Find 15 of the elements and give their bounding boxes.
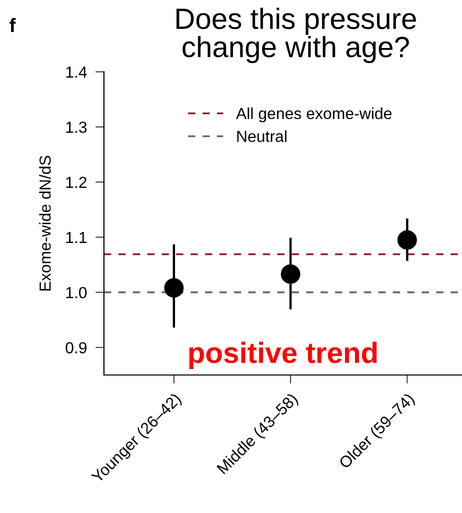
y-tick-label: 1.3 (66, 122, 87, 133)
point (280, 264, 300, 284)
legend-label: Neutral (237, 130, 286, 142)
chart-title: Does this pressure change with age? (176, 8, 416, 64)
annotation: positive trend (189, 342, 377, 369)
y-tick-label: 1.0 (66, 286, 87, 298)
text: f (10, 18, 16, 32)
y-tick-label: 1.1 (66, 232, 87, 243)
y-tick-label: 1.2 (66, 176, 86, 188)
point (164, 278, 184, 298)
y-axis-title: Exome-wide dN/dS (39, 156, 51, 290)
point (397, 230, 417, 250)
y-tick-label: 1.4 (66, 66, 87, 78)
y-tick-label: 0.9 (66, 342, 87, 354)
legend-label: All genes exome-wide (236, 107, 392, 122)
